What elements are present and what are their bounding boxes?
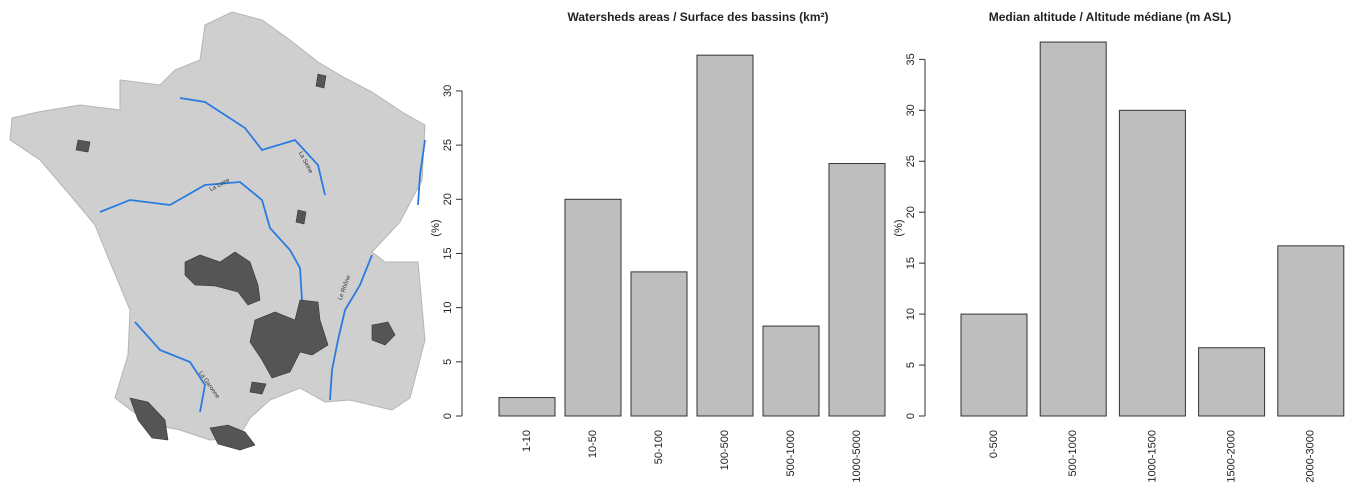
y-tick-label: 20 xyxy=(905,206,917,218)
y-tick-label: 15 xyxy=(905,257,917,269)
bar xyxy=(1118,109,1186,417)
y-tick-label: 5 xyxy=(442,359,454,365)
bar xyxy=(960,313,1028,417)
bar xyxy=(630,271,688,417)
watershed xyxy=(209,424,256,451)
bar xyxy=(762,325,820,417)
y-axis-label: (%) xyxy=(893,219,905,236)
watershed xyxy=(315,73,327,89)
watershed xyxy=(295,209,307,225)
watershed xyxy=(75,139,91,153)
x-tick-label: 50-100 xyxy=(653,430,665,464)
y-tick-label: 25 xyxy=(442,139,454,151)
y-tick-label: 10 xyxy=(905,308,917,320)
bar xyxy=(498,397,556,417)
france-outline xyxy=(9,11,426,441)
watershed xyxy=(249,381,267,395)
rivers xyxy=(99,97,426,413)
y-tick-label: 30 xyxy=(442,85,454,97)
x-tick-label: 500-1000 xyxy=(1067,430,1079,477)
map xyxy=(9,11,426,451)
river xyxy=(99,181,303,301)
x-tick-label: 500-1000 xyxy=(785,430,797,477)
y-tick-label: 10 xyxy=(442,302,454,314)
chart-title: Median altitude / Altitude médiane (m AS… xyxy=(989,10,1231,24)
watershed xyxy=(184,251,261,306)
x-tick-label: 1000-5000 xyxy=(851,430,863,483)
y-tick-label: 35 xyxy=(905,53,917,65)
x-tick-label: 2000-3000 xyxy=(1305,430,1317,483)
bar xyxy=(1039,41,1107,417)
bar xyxy=(828,163,886,417)
y-axis-label: (%) xyxy=(430,219,442,236)
river xyxy=(417,139,426,206)
x-tick-label: 0-500 xyxy=(988,430,1000,458)
watershed xyxy=(249,299,329,379)
y-tick-label: 15 xyxy=(442,247,454,259)
y-tick-label: 0 xyxy=(905,413,917,419)
bar xyxy=(564,198,622,417)
watersheds xyxy=(75,73,396,451)
x-tick-label: 100-500 xyxy=(719,430,731,470)
y-tick-label: 5 xyxy=(905,362,917,368)
bar xyxy=(1277,245,1345,417)
river xyxy=(179,97,326,196)
watershed xyxy=(371,321,396,346)
y-tick-label: 20 xyxy=(442,193,454,205)
y-tick-label: 30 xyxy=(905,104,917,116)
x-tick-label: 1500-2000 xyxy=(1226,430,1238,483)
x-tick-label: 1-10 xyxy=(521,430,533,452)
watershed xyxy=(129,397,169,441)
bar xyxy=(696,54,754,417)
river xyxy=(134,321,206,413)
x-tick-label: 10-50 xyxy=(587,430,599,458)
river xyxy=(329,254,373,401)
x-tick-label: 1000-1500 xyxy=(1146,430,1158,483)
y-tick-label: 25 xyxy=(905,155,917,167)
y-tick-label: 0 xyxy=(442,413,454,419)
chart-title: Watersheds areas / Surface des bassins (… xyxy=(568,10,829,24)
bar xyxy=(1198,347,1266,417)
